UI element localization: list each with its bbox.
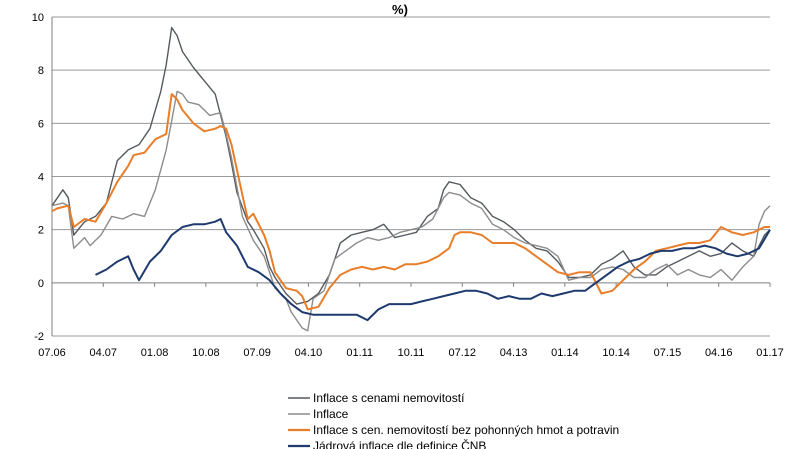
chart-title: %) bbox=[392, 2, 408, 17]
x-tick-label: 04.16 bbox=[705, 347, 733, 359]
series-line-2 bbox=[51, 90, 771, 332]
x-tick-label: 01.14 bbox=[551, 347, 579, 359]
x-tick-label: 01.11 bbox=[346, 347, 373, 359]
y-tick-label: -2 bbox=[34, 331, 44, 343]
x-tick-label: 04.07 bbox=[90, 347, 118, 359]
x-tick-label: 04.13 bbox=[500, 347, 528, 359]
legend-label-1: Inflace s cenami nemovitostí bbox=[313, 391, 465, 405]
x-tick-label: 04.10 bbox=[295, 347, 323, 359]
grid bbox=[52, 16, 770, 337]
series-lines bbox=[51, 26, 771, 332]
series-line-1 bbox=[51, 26, 771, 305]
series-line-4 bbox=[95, 218, 771, 322]
x-tick-label: 07.15 bbox=[654, 347, 682, 359]
series-line-3 bbox=[51, 93, 770, 311]
axes: -2 0 2 4 6 8 10 07.06 04.07 01.08 10.08 07.09 04.10 0… bbox=[32, 12, 784, 359]
legend-label-2: Inflace bbox=[313, 407, 349, 421]
x-tick-label: 10.14 bbox=[602, 347, 630, 359]
x-tick-label: 01.17 bbox=[756, 347, 784, 359]
y-tick-label: 4 bbox=[38, 172, 44, 184]
legend: Inflace s cenami nemovitostí Inflace Infla… bbox=[288, 391, 619, 449]
x-tick-label: 10.08 bbox=[192, 347, 220, 359]
y-tick-label: 0 bbox=[38, 278, 44, 290]
y-tick-label: 2 bbox=[38, 225, 44, 237]
x-tick-label: 07.06 bbox=[38, 347, 66, 359]
legend-label-3: Inflace s cen. nemovitostí bez pohonných… bbox=[313, 423, 619, 437]
x-tick-label: 07.09 bbox=[243, 347, 271, 359]
legend-label-4: Jádrová inflace dle definice ČNB bbox=[313, 438, 486, 449]
x-tick-label: 07.12 bbox=[449, 347, 477, 359]
x-tick-label: 10.11 bbox=[398, 347, 425, 359]
x-tick-label: 01.08 bbox=[141, 347, 169, 359]
y-tick-label: 10 bbox=[32, 12, 44, 24]
y-tick-label: 8 bbox=[38, 65, 44, 77]
y-tick-label: 6 bbox=[38, 118, 44, 130]
